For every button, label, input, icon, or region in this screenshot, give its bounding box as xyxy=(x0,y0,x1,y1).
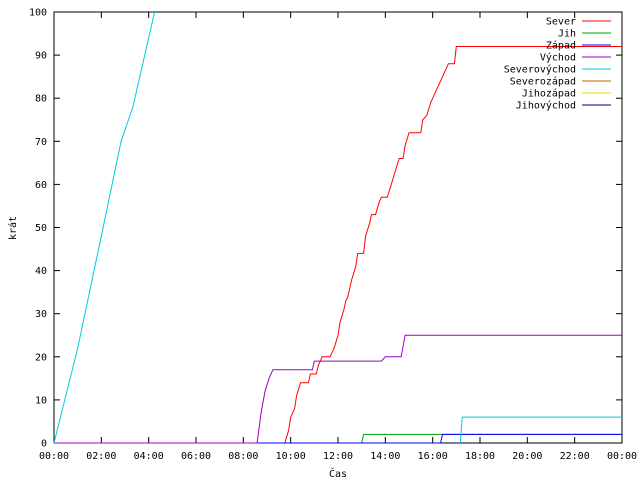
x-tick-label: 00:00 xyxy=(39,451,69,462)
y-tick-label: 20 xyxy=(35,352,47,363)
legend: SeverJihZápadVýchodSeverovýchodSeverozáp… xyxy=(504,17,611,112)
y-axis-label: krát xyxy=(7,216,19,240)
x-tick-label: 14:00 xyxy=(370,451,400,462)
x-tick-label: 00:00 xyxy=(607,451,637,462)
x-tick-label: 02:00 xyxy=(86,451,116,462)
series-lines xyxy=(53,11,622,444)
x-tick-label: 22:00 xyxy=(560,451,590,462)
y-tick-label: 0 xyxy=(41,439,47,450)
x-tick-label: 20:00 xyxy=(512,451,542,462)
y-tick-label: 50 xyxy=(35,223,47,234)
y-tick-label: 60 xyxy=(35,180,47,191)
legend-label: Jihozápad xyxy=(522,88,576,100)
x-tick-label: 18:00 xyxy=(465,451,495,462)
y-tick-label: 100 xyxy=(29,8,47,19)
x-axis-label: Čas xyxy=(329,467,347,480)
y-tick-label: 10 xyxy=(35,395,47,406)
legend-label: Jih xyxy=(558,29,576,40)
series-line-sever xyxy=(284,46,622,444)
x-tick-label: 10:00 xyxy=(276,451,306,462)
x-tick-label: 06:00 xyxy=(181,451,211,462)
axis-ticks: 0 10 20 30 40 50 60 70 80 90 100 00:00 02:00 04:00 06:… xyxy=(29,8,637,463)
x-tick-label: 08:00 xyxy=(228,451,258,462)
legend-label: Jihovýchod xyxy=(516,100,576,112)
legend-label: Západ xyxy=(546,40,576,52)
legend-label: Východ xyxy=(540,52,576,64)
series-line-východ xyxy=(54,334,622,444)
y-tick-label: 30 xyxy=(35,309,47,320)
series-line-severovýchod xyxy=(53,11,622,444)
x-tick-label: 16:00 xyxy=(418,451,448,462)
y-tick-label: 80 xyxy=(35,94,47,105)
legend-label: Sever xyxy=(546,17,576,28)
y-tick-label: 70 xyxy=(35,137,47,148)
y-tick-label: 40 xyxy=(35,266,47,277)
y-tick-label: 90 xyxy=(35,51,47,62)
legend-label: Severovýchod xyxy=(504,64,576,76)
legend-label: Severozápad xyxy=(510,76,576,88)
x-tick-label: 12:00 xyxy=(323,451,353,462)
x-tick-label: 04:00 xyxy=(134,451,164,462)
